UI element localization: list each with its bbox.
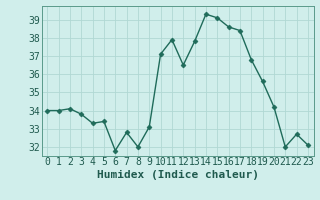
X-axis label: Humidex (Indice chaleur): Humidex (Indice chaleur) bbox=[97, 170, 259, 180]
